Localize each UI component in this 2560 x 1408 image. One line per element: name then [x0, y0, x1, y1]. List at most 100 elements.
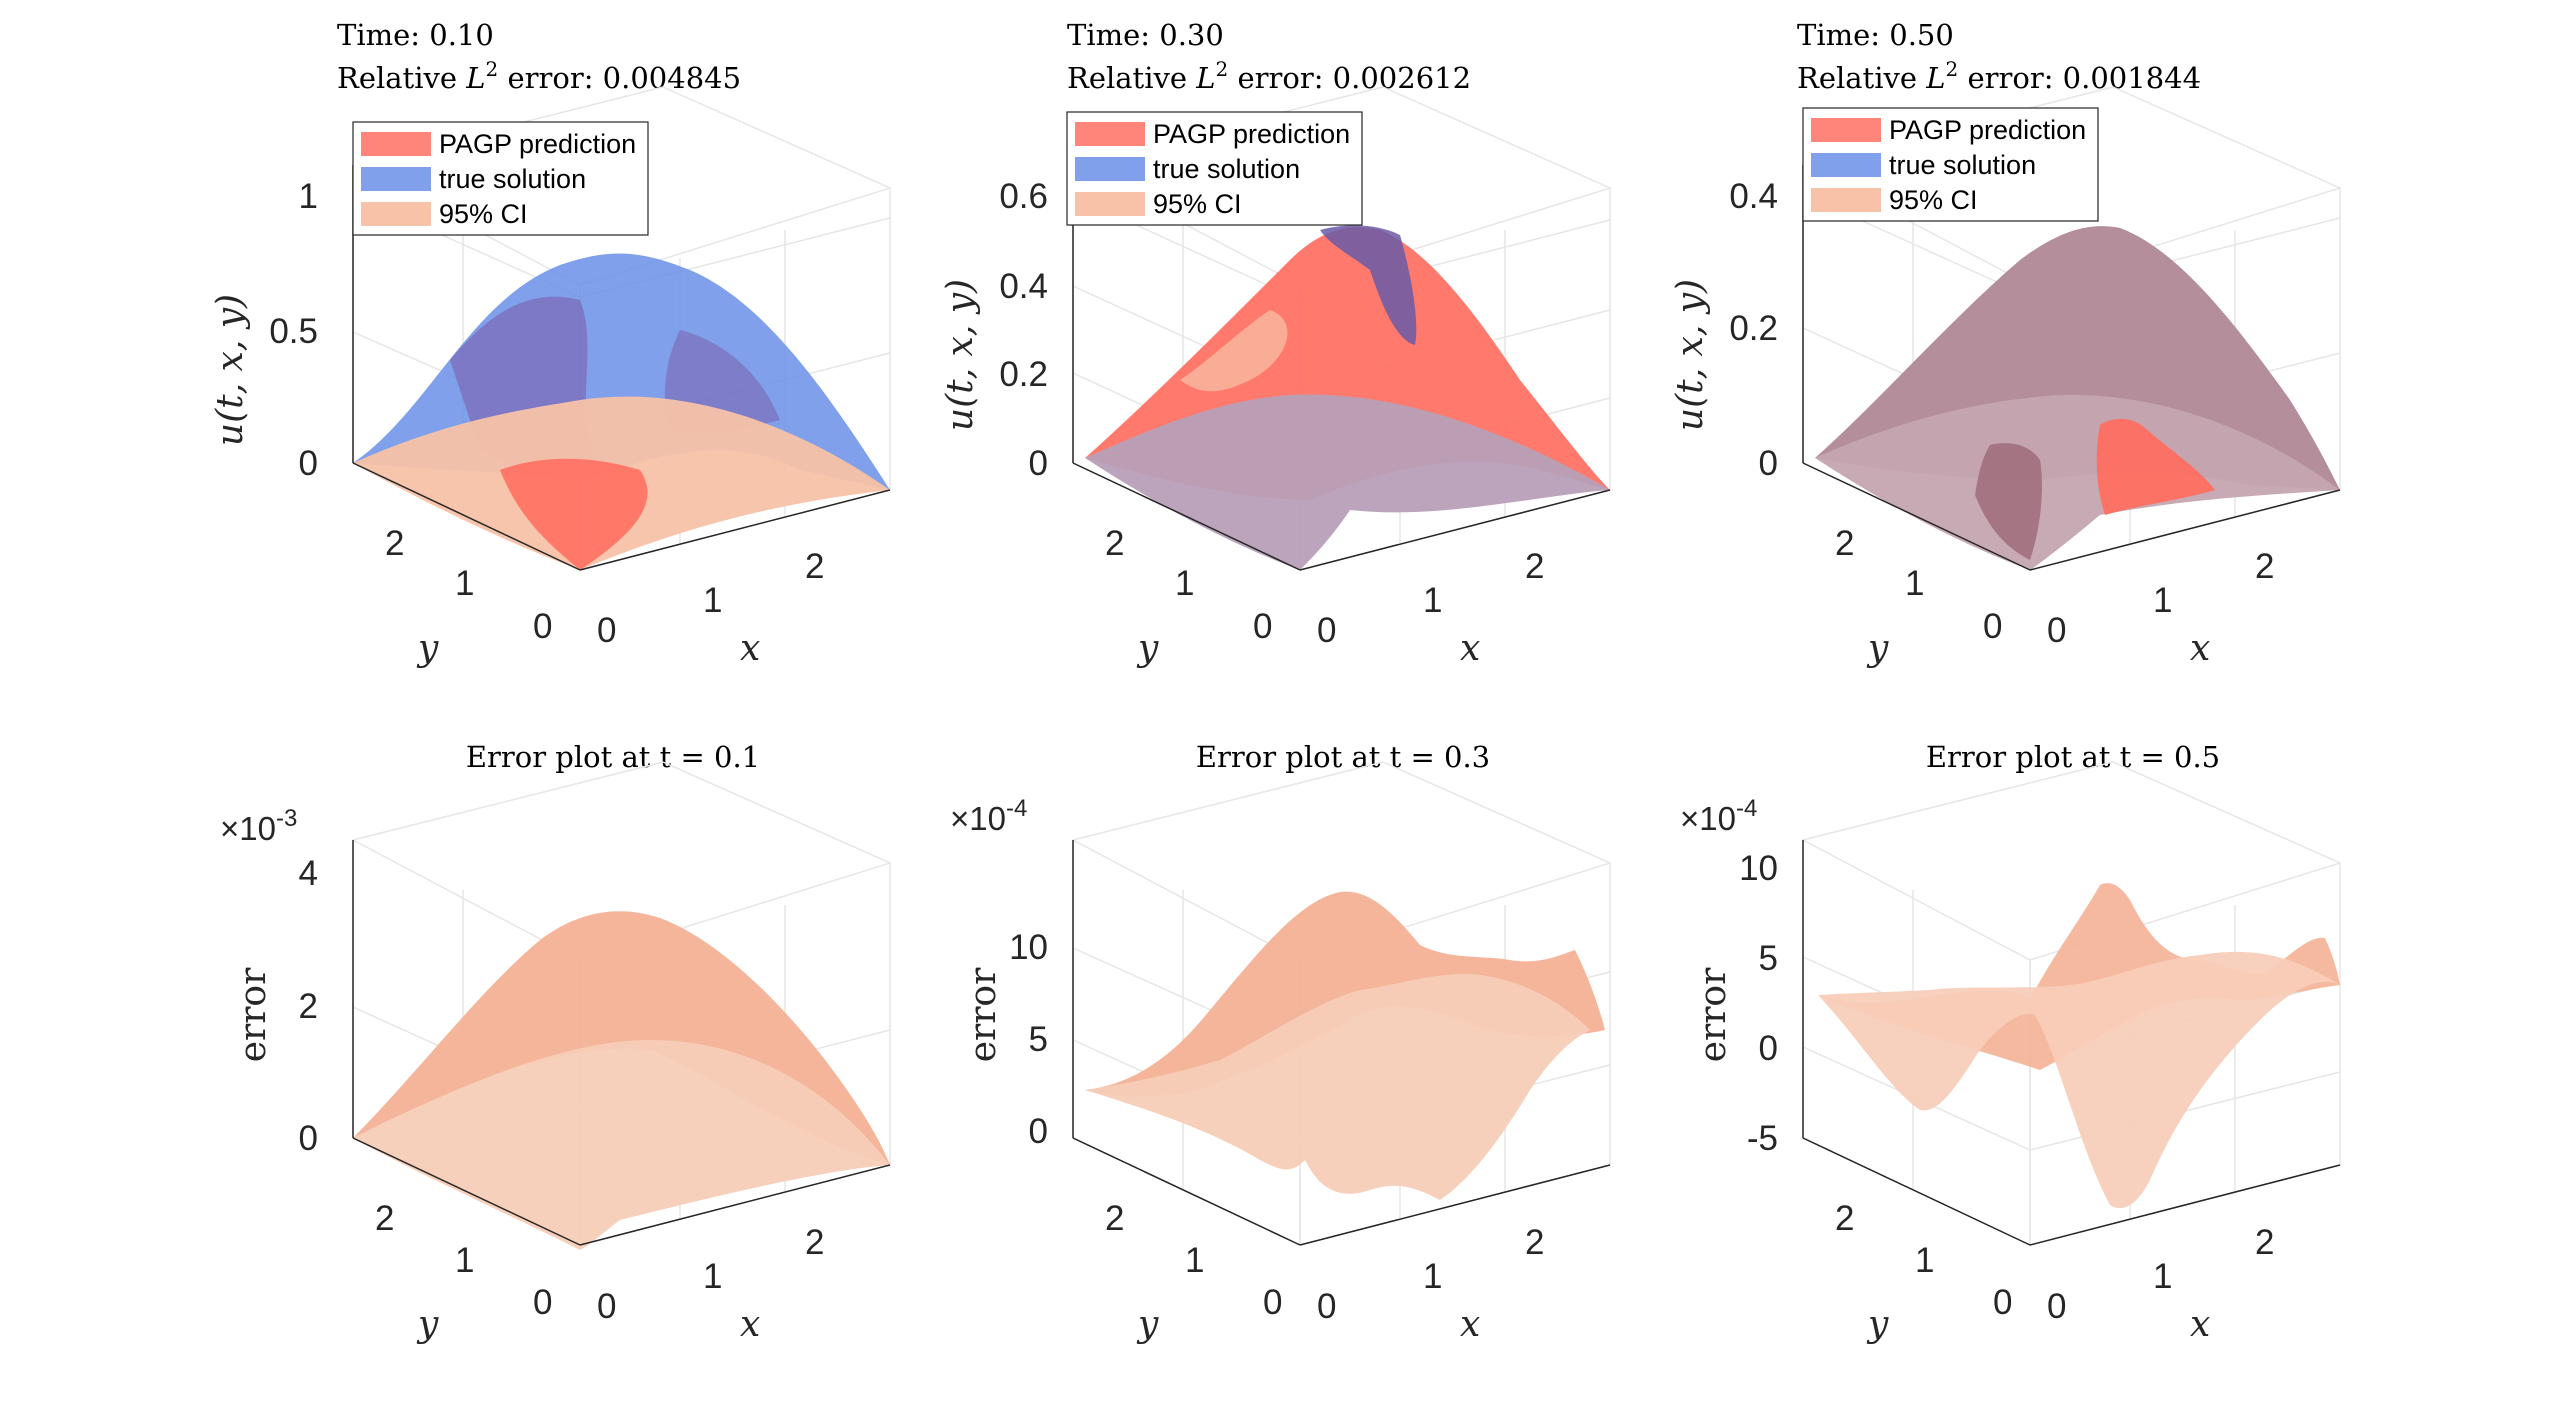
panel-6-axes	[1802, 840, 2341, 1246]
panel-1-xtick-1: 1	[703, 581, 722, 620]
panel-1-ytick-1: 1	[455, 564, 474, 603]
panel-6-ytick-1: 1	[1915, 1241, 1934, 1280]
panel-3-xtick-2: 2	[2255, 547, 2274, 586]
panel-3-zlabel: u(t, x, y)	[1670, 279, 1711, 431]
panel-4-xtick-1: 1	[703, 1257, 722, 1296]
panel-3-xtick-0: 0	[2047, 611, 2066, 650]
panel-3-legend-true: true solution	[1889, 150, 2036, 180]
panel-3-xtick-1: 1	[2153, 581, 2172, 620]
panel-2-legend-true: true solution	[1153, 154, 1300, 184]
panel-3-xlabel: x	[2190, 628, 2210, 669]
panel-2-ylabel: y	[1136, 628, 1159, 669]
panel-2-ytick-2: 2	[1105, 524, 1124, 563]
panel-6-xtick-0: 0	[2047, 1287, 2066, 1326]
panel-4: Error plot at t = 0.1 ×10-3 4 2 0 error …	[220, 740, 891, 1345]
panel-3-ztick-2: 0.4	[1729, 177, 1778, 216]
panel-2-xtick-0: 0	[1317, 611, 1336, 650]
panel-6-ztick-1: 0	[1759, 1029, 1778, 1068]
legend-swatch-true	[361, 167, 431, 191]
panel-5-xtick-0: 0	[1317, 1287, 1336, 1326]
panel-2-ztick-2: 0.4	[999, 267, 1048, 306]
panel-4-error-surface-front	[353, 1040, 890, 1250]
panel-4-axes	[352, 840, 891, 1246]
panel-6-ztick-2: 5	[1759, 939, 1778, 978]
panel-5-zlabel: error	[963, 967, 1004, 1062]
panel-5-axes	[1072, 840, 1611, 1246]
panel-3-ylabel: y	[1866, 628, 1889, 669]
panel-1-ytick-2: 2	[385, 524, 404, 563]
panel-6-ytick-2: 2	[1835, 1199, 1854, 1238]
panel-2-legend-prediction: PAGP prediction	[1153, 119, 1350, 149]
panel-6-xtick-2: 2	[2255, 1223, 2274, 1262]
panel-1: Time: 0.10 Relative L2 error: 0.004845	[210, 18, 891, 669]
panel-2-xtick-1: 1	[1423, 581, 1442, 620]
panel-3-error: Relative L2 error: 0.001844	[1797, 57, 2201, 95]
panel-5-error-surface-back	[1085, 891, 1605, 1097]
panel-5-ztick-1: 5	[1029, 1020, 1048, 1059]
legend-swatch-ci	[361, 202, 431, 226]
panel-1-ylabel: y	[416, 628, 439, 669]
panel-4-xlabel: x	[740, 1304, 760, 1345]
panel-5-ztick-2: 10	[1009, 928, 1048, 967]
panel-2-true-overlap	[1320, 225, 1417, 345]
panel-1-ztick-2: 1	[299, 177, 318, 216]
panel-1-xlabel: x	[740, 628, 760, 669]
panel-2-ztick-1: 0.2	[999, 355, 1048, 394]
panel-1-legend-prediction: PAGP prediction	[439, 129, 636, 159]
panel-1-surfaces	[353, 253, 890, 570]
panel-1-zlabel: u(t, x, y)	[210, 294, 251, 446]
panel-4-zlabel: error	[233, 967, 274, 1062]
panel-2-ytick-0: 0	[1253, 607, 1272, 646]
panel-1-prediction-surface	[500, 458, 648, 570]
panel-4-exponent: ×10-3	[220, 805, 297, 847]
panel-2-ci-patches	[1180, 310, 1288, 392]
panel-3-overlap-patch	[1975, 443, 2042, 560]
panel-4-ztick-1: 2	[299, 987, 318, 1026]
panel-2-surfaces	[1085, 225, 1610, 570]
panel-3-ytick-0: 0	[1983, 607, 2002, 646]
panel-2-xtick-2: 2	[1525, 547, 1544, 586]
panel-1-legend-true: true solution	[439, 164, 586, 194]
panel-2-legend: PAGP prediction true solution 95% CI	[1066, 111, 1363, 226]
panel-3-legend-prediction: PAGP prediction	[1889, 115, 2086, 145]
panel-3-prediction-patch	[2096, 418, 2215, 515]
panel-3-ztick-1: 0.2	[1729, 309, 1778, 348]
panel-6-title: Error plot at t = 0.5	[1926, 740, 2220, 774]
panel-1-ytick-0: 0	[533, 607, 552, 646]
panel-2: Time: 0.30 Relative L2 error: 0.002612	[940, 18, 1611, 669]
panel-6-zlabel: error	[1693, 967, 1734, 1062]
panel-4-xtick-2: 2	[805, 1223, 824, 1262]
panel-3-ytick-1: 1	[1905, 564, 1924, 603]
panel-2-ztick-3: 0.6	[999, 177, 1048, 216]
panel-6: Error plot at t = 0.5 ×10-4 10 5 0	[1680, 740, 2341, 1345]
panel-3-surfaces	[1815, 226, 2340, 570]
panel-4-surfaces	[353, 911, 890, 1250]
panel-6-ztick-3: 10	[1739, 849, 1778, 888]
panel-5-error-surface-front	[1085, 973, 1590, 1200]
panel-5-title: Error plot at t = 0.3	[1196, 740, 1490, 774]
panel-1-ztick-0: 0	[299, 444, 318, 483]
panel-5-xtick-1: 1	[1423, 1257, 1442, 1296]
panel-4-ylabel: y	[416, 1304, 439, 1345]
panel-5-xtick-2: 2	[1525, 1223, 1544, 1262]
panel-6-ylabel: y	[1866, 1304, 1889, 1345]
panel-3-ztick-0: 0	[1759, 444, 1778, 483]
panel-2-time: Time: 0.30	[1067, 18, 1224, 52]
panel-1-legend-ci: 95% CI	[439, 199, 528, 229]
panel-6-error-surface-front	[1818, 951, 2340, 1209]
panel-6-ytick-0: 0	[1993, 1283, 2012, 1322]
panel-5-ztick-0: 0	[1029, 1112, 1048, 1151]
panel-5-surfaces	[1085, 891, 1605, 1200]
panel-5-xlabel: x	[1460, 1304, 1480, 1345]
panel-1-ztick-1: 0.5	[269, 312, 318, 351]
panel-3-ci-surface	[1815, 394, 2340, 570]
panel-1-xtick-2: 2	[805, 547, 824, 586]
panel-6-surfaces	[1818, 883, 2340, 1209]
panel-2-error: Relative L2 error: 0.002612	[1067, 57, 1471, 95]
panel-3: Time: 0.50 Relative L2 error: 0.001844	[1670, 18, 2341, 669]
panel-2-ytick-1: 1	[1175, 564, 1194, 603]
panel-6-exponent: ×10-4	[1680, 795, 1757, 837]
panel-5-ytick-1: 1	[1185, 1241, 1204, 1280]
panel-2-ci-surface	[1085, 394, 1610, 570]
